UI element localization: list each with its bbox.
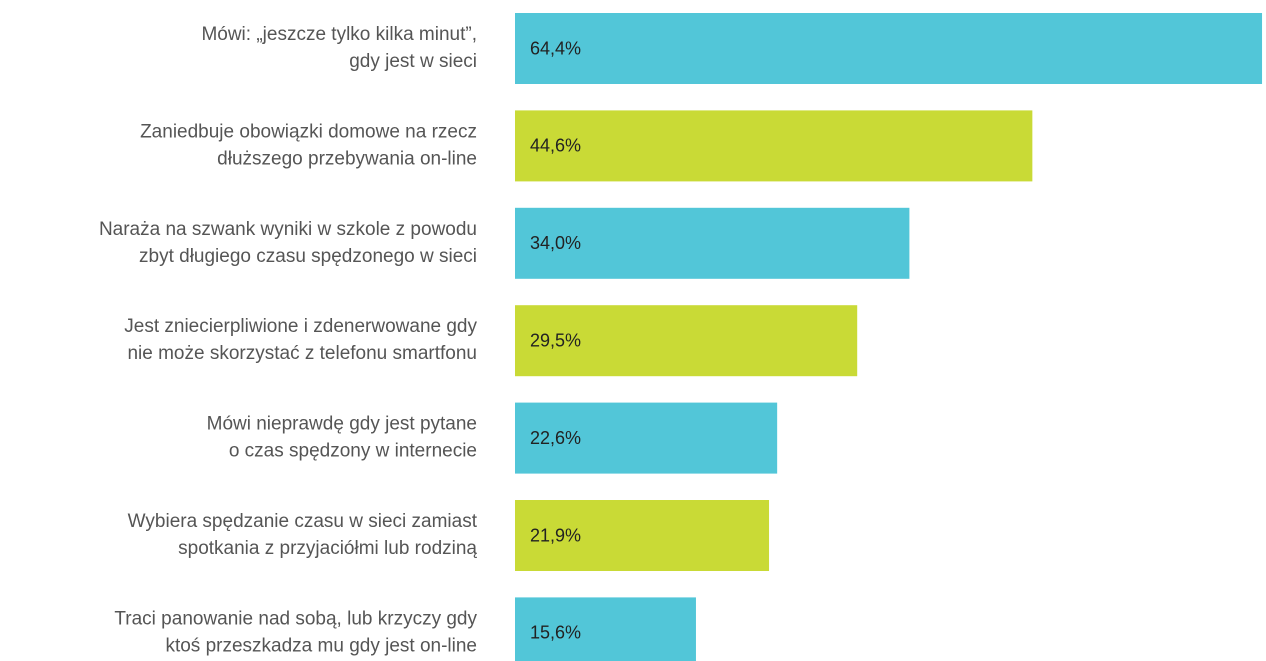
value-label: 29,5% — [530, 330, 581, 350]
value-label: 34,0% — [530, 233, 581, 253]
category-label: spotkania z przyjaciółmi lub rodziną — [178, 538, 477, 559]
category-label: Wybiera spędzanie czasu w sieci zamiast — [128, 511, 478, 532]
bar — [515, 402, 778, 474]
value-label: 15,6% — [530, 623, 581, 643]
category-label: o czas spędzony w internecie — [229, 441, 477, 462]
category-label: nie może skorzystać z telefonu smartfonu — [127, 343, 477, 364]
category-label: dłuższego przebywania on-line — [217, 148, 477, 169]
category-label: zbyt długiego czasu spędzonego w sieci — [139, 246, 477, 267]
value-label: 44,6% — [530, 136, 581, 156]
category-label: Zaniedbuje obowiązki domowe na rzecz — [140, 121, 477, 142]
bar — [515, 110, 1033, 182]
bar — [515, 207, 910, 279]
category-label: Traci panowanie nad sobą, lub krzyczy gd… — [114, 608, 477, 629]
bar — [515, 597, 696, 661]
value-label: 21,9% — [530, 525, 581, 545]
bar — [515, 13, 1263, 84]
category-label: Mówi: „jeszcze tylko kilka minut”, — [201, 24, 477, 45]
category-label: ktoś przeszkadza mu gdy jest on-line — [165, 635, 477, 656]
category-label: Naraża na szwank wyniki w szkole z powod… — [99, 219, 477, 240]
value-label: 22,6% — [530, 428, 581, 448]
category-label: Mówi nieprawdę gdy jest pytane — [207, 414, 477, 435]
value-label: 64,4% — [530, 38, 581, 58]
category-label: gdy jest w sieci — [349, 51, 477, 72]
category-label: Jest zniecierpliwione i zdenerwowane gdy — [124, 316, 477, 337]
bar — [515, 305, 858, 377]
bar — [515, 500, 770, 571]
